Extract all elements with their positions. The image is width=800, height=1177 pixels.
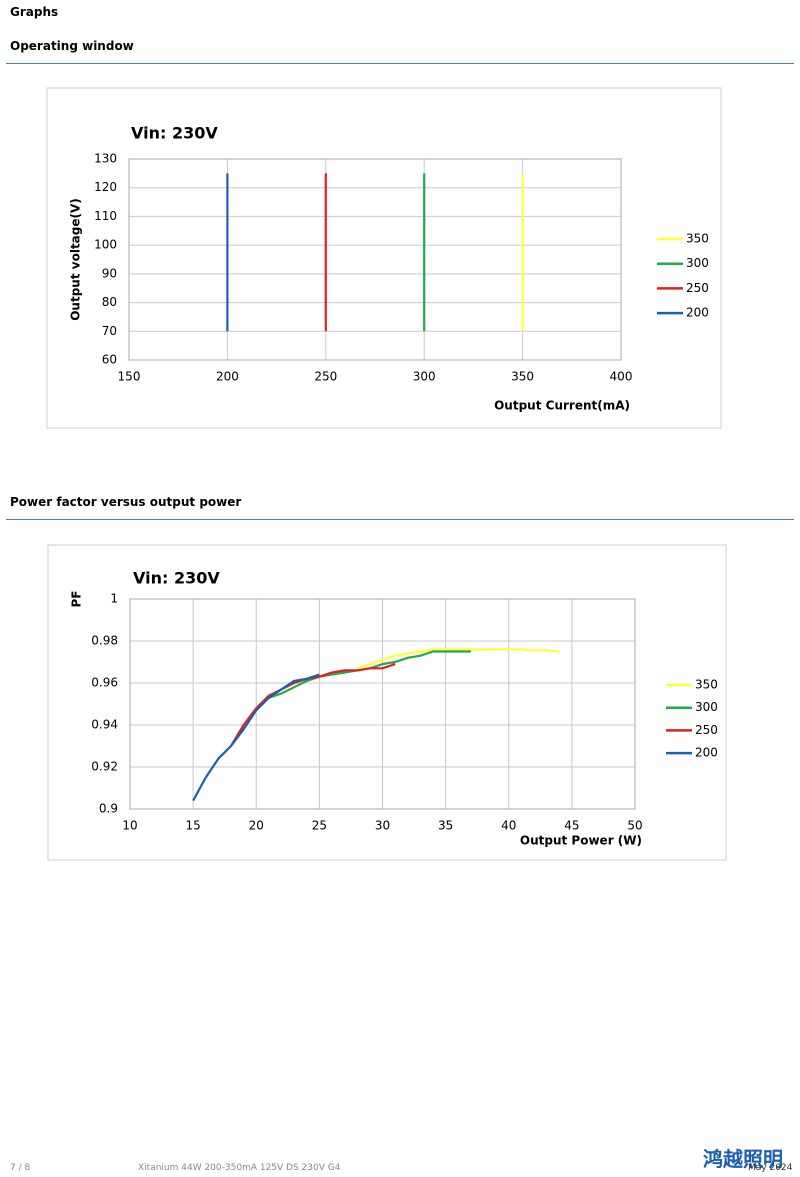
y-tick-label: 60 bbox=[102, 353, 117, 367]
y-tick-label: 120 bbox=[94, 180, 117, 194]
x-tick-label: 20 bbox=[249, 819, 264, 833]
x-axis-label: Output Current(mA) bbox=[494, 399, 630, 413]
x-tick-label: 15 bbox=[185, 819, 200, 833]
x-tick-label: 35 bbox=[438, 819, 453, 833]
y-tick-label: 100 bbox=[94, 238, 117, 252]
x-tick-label: 30 bbox=[375, 819, 390, 833]
section-title: Operating window bbox=[10, 39, 134, 53]
legend-label: 350 bbox=[686, 232, 709, 246]
y-tick-label: 130 bbox=[94, 152, 117, 166]
rule bbox=[6, 63, 794, 64]
document-name: Xitanium 44W 200-350mA 125V DS 230V G4 bbox=[138, 1163, 341, 1173]
plot-frame bbox=[129, 598, 636, 810]
x-tick-label: 10 bbox=[122, 819, 137, 833]
series-line bbox=[356, 648, 560, 670]
y-tick-label: 70 bbox=[102, 324, 117, 338]
legend-label: 300 bbox=[686, 256, 709, 270]
y-tick-label: 80 bbox=[102, 295, 117, 309]
y-tick-label: 0.96 bbox=[91, 676, 118, 690]
y-axis-label: Output voltage(V) bbox=[69, 198, 83, 321]
legend-label: 350 bbox=[695, 678, 718, 692]
x-tick-label: 45 bbox=[564, 819, 579, 833]
y-tick-label: 1 bbox=[110, 592, 118, 606]
rule bbox=[6, 519, 794, 520]
y-axis-label: PF bbox=[70, 591, 84, 608]
x-axis-label: Output Power (W) bbox=[520, 834, 642, 848]
logo: 鸿越照明 bbox=[703, 1147, 783, 1171]
chart-title: Vin: 230V bbox=[133, 569, 220, 588]
x-tick-label: 50 bbox=[627, 819, 642, 833]
page-title: Graphs bbox=[10, 5, 59, 19]
y-tick-label: 0.92 bbox=[91, 760, 118, 774]
y-tick-label: 0.98 bbox=[91, 634, 118, 648]
x-tick-label: 350 bbox=[511, 370, 534, 384]
x-tick-label: 25 bbox=[312, 819, 327, 833]
x-tick-label: 250 bbox=[314, 370, 337, 384]
y-tick-label: 90 bbox=[102, 266, 117, 280]
x-tick-label: 40 bbox=[501, 819, 516, 833]
legend-label: 200 bbox=[695, 746, 718, 760]
x-tick-label: 400 bbox=[610, 370, 633, 384]
plot-frame bbox=[128, 158, 622, 361]
x-tick-label: 200 bbox=[216, 370, 239, 384]
chart-frame bbox=[46, 87, 722, 429]
page-number: 7 / 8 bbox=[10, 1163, 31, 1173]
legend-label: 200 bbox=[686, 306, 709, 320]
date: May 2024 bbox=[748, 1163, 793, 1173]
series-line bbox=[192, 673, 320, 802]
chart-frame bbox=[47, 544, 727, 861]
chart-title: Vin: 230V bbox=[131, 124, 218, 143]
legend-label: 300 bbox=[695, 700, 718, 714]
y-tick-label: 0.94 bbox=[91, 718, 118, 732]
y-tick-label: 0.9 bbox=[99, 802, 118, 816]
legend-label: 250 bbox=[695, 723, 718, 737]
section-title: Power factor versus output power bbox=[10, 495, 242, 509]
y-tick-label: 110 bbox=[94, 209, 117, 223]
x-tick-label: 300 bbox=[413, 370, 436, 384]
legend-label: 250 bbox=[686, 281, 709, 295]
x-tick-label: 150 bbox=[118, 370, 141, 384]
